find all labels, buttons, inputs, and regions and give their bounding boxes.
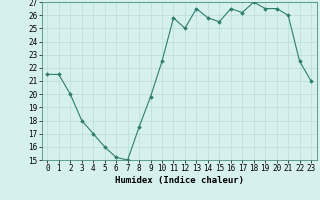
X-axis label: Humidex (Indice chaleur): Humidex (Indice chaleur) [115, 176, 244, 185]
